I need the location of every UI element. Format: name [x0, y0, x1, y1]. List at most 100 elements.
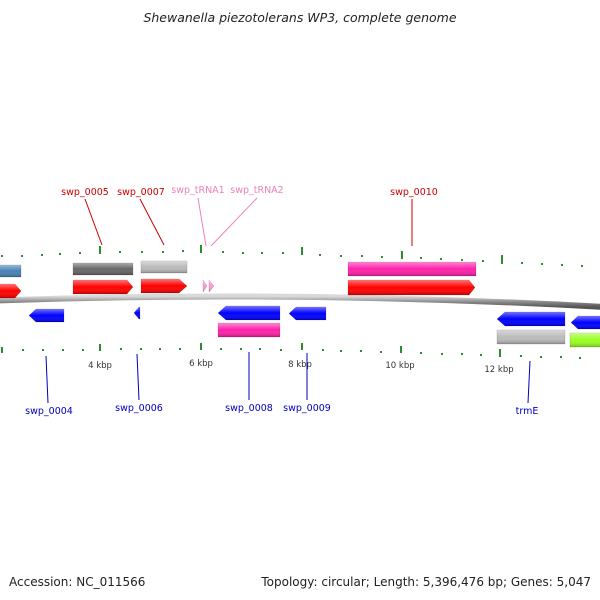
scale-tick	[162, 251, 164, 253]
reverse-cds-arrow-shade	[134, 307, 140, 319]
leader-line	[84, 198, 103, 246]
scale-tick	[282, 252, 284, 254]
scale-tick	[579, 357, 581, 359]
reverse-cds-arrow-shade	[497, 312, 565, 326]
scale-label: 4 kbp	[88, 361, 112, 371]
forward-feature-label: swp_tRNA2	[230, 185, 283, 196]
scale-tick	[520, 355, 522, 357]
reverse-feature-label: swp_0004	[25, 406, 73, 417]
scale-tick	[200, 343, 202, 350]
forward-cds-arrow-shade	[73, 280, 133, 294]
forward-gene-block-shade	[73, 263, 133, 275]
scale-tick	[301, 247, 303, 255]
scale-tick	[82, 349, 84, 351]
leader-line	[139, 198, 165, 246]
scale-tick	[461, 259, 463, 261]
scale-tick	[99, 246, 101, 254]
scale-tick	[182, 250, 184, 252]
scale-tick	[240, 348, 242, 350]
forward-feature-label: swp_0010	[390, 187, 438, 198]
forward-feature-label: swp_tRNA1	[171, 185, 224, 196]
forward-feature-label: swp_0005	[61, 187, 109, 198]
scale-tick	[340, 255, 342, 257]
scale-tick	[242, 252, 244, 254]
forward-gene-block-shade	[141, 261, 187, 273]
leader-line	[210, 197, 258, 247]
scale-tick	[581, 265, 583, 267]
scale-tick	[501, 255, 503, 264]
scale-tick	[360, 350, 362, 352]
feature-layer	[0, 260, 600, 348]
scale-tick	[59, 253, 61, 255]
scale-label: 10 kbp	[385, 361, 414, 371]
scale-tick	[261, 252, 263, 254]
scale-label: 12 kbp	[484, 365, 513, 375]
reverse-gene-block-shade	[497, 330, 565, 344]
reverse-feature-label: trmE	[516, 406, 539, 417]
scale-tick	[99, 344, 101, 351]
scale-label: 8 kbp	[288, 360, 312, 370]
scale-ticks	[1, 245, 583, 359]
genome-backbone	[0, 293, 600, 310]
scale-tick	[42, 349, 44, 351]
scale-tick	[461, 353, 463, 355]
scale-tick	[1, 255, 3, 257]
scale-tick	[1, 347, 3, 353]
scale-tick	[482, 260, 484, 262]
scale-tick	[401, 251, 403, 259]
scale-tick	[499, 349, 501, 357]
reverse-feature-label: swp_0009	[283, 403, 331, 414]
map-title: Shewanella piezotolerans WP3, complete g…	[143, 10, 457, 25]
scale-tick	[441, 353, 443, 355]
scale-tick	[22, 349, 24, 351]
scale-tick	[141, 251, 143, 253]
scale-tick	[540, 356, 542, 358]
scale-tick	[222, 251, 224, 253]
scale-tick	[380, 351, 382, 353]
forward-cds-arrow-shade	[203, 280, 207, 292]
scale-tick	[159, 348, 161, 350]
reverse-cds-arrow-shade	[571, 316, 600, 329]
forward-feature-label: swp_0007	[117, 187, 165, 198]
feature-labels: 4 kbp 6 kbp 8 kbp 10 kbp 12 kbp swp_0005 swp_0…	[25, 185, 538, 417]
scale-tick	[340, 350, 342, 352]
scale-tick	[521, 262, 523, 264]
leader-line	[45, 355, 49, 404]
scale-tick	[119, 251, 121, 253]
scale-tick	[120, 348, 122, 350]
scale-tick	[79, 252, 81, 254]
forward-cds-arrow-shade	[0, 284, 21, 298]
scale-tick	[400, 346, 402, 353]
scale-tick	[140, 348, 142, 350]
scale-tick	[200, 245, 202, 253]
scale-tick	[62, 349, 64, 351]
scale-tick	[541, 263, 543, 265]
scale-tick	[480, 354, 482, 356]
scale-tick	[361, 255, 363, 257]
scale-tick	[259, 348, 261, 350]
scale-tick	[21, 255, 23, 257]
reverse-cds-arrow-shade	[218, 306, 280, 320]
reverse-feature-label: swp_0006	[115, 403, 163, 414]
reverse-gene-block-shade	[570, 333, 600, 347]
forward-cds-arrow-shade	[141, 279, 187, 293]
scale-tick	[440, 258, 442, 260]
scale-tick	[41, 254, 43, 256]
reverse-cds-arrow-shade	[29, 309, 64, 322]
scale-tick	[280, 349, 282, 351]
scale-tick	[560, 356, 562, 358]
scale-tick	[420, 352, 422, 354]
leader-line	[197, 197, 207, 247]
forward-cds-arrow-shade	[209, 280, 214, 292]
forward-gene-block-shade	[0, 265, 21, 277]
scale-tick	[179, 348, 181, 350]
scale-tick	[319, 254, 321, 256]
reverse-gene-block-shade	[218, 323, 280, 337]
scale-tick	[420, 257, 422, 259]
backbone-layer	[0, 293, 600, 310]
scale-tick	[220, 348, 222, 350]
reverse-cds-arrow-shade	[289, 307, 326, 320]
scale-tick	[301, 343, 303, 350]
